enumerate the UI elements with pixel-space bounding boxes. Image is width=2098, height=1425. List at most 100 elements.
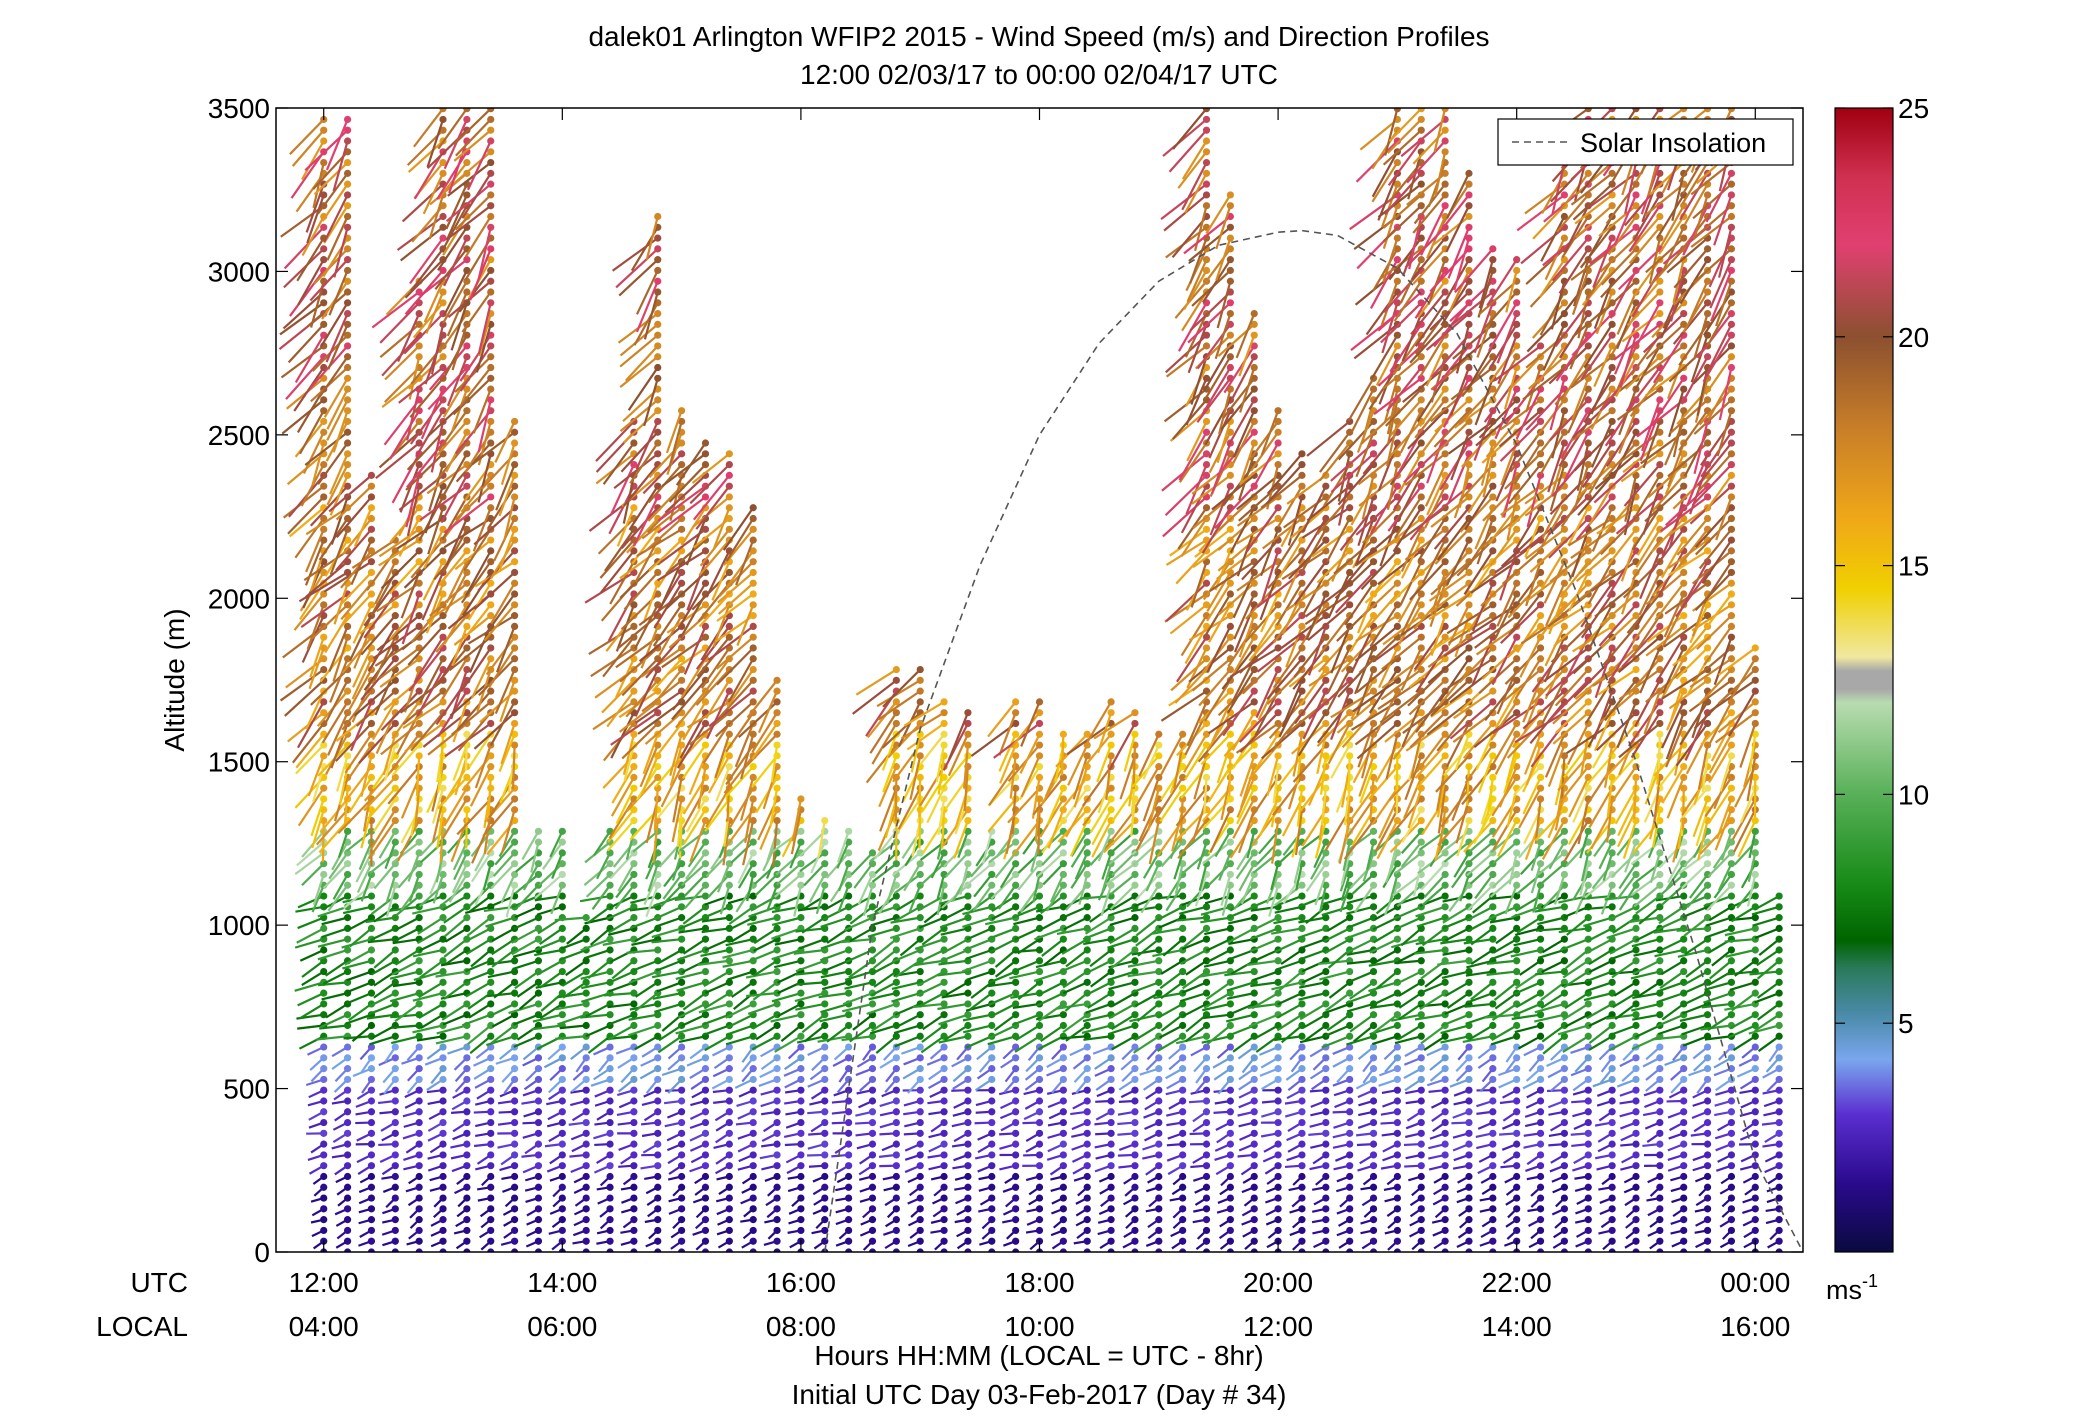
wind-barb-dot bbox=[916, 665, 924, 674]
wind-barb-dot bbox=[463, 1226, 471, 1235]
wind-barb-dot bbox=[1202, 903, 1211, 911]
wind-barb-dot bbox=[343, 1129, 352, 1137]
wind-barb-dot bbox=[964, 1011, 972, 1019]
wind-barb bbox=[351, 658, 373, 700]
wind-barb bbox=[1194, 874, 1208, 907]
wind-barb-dot bbox=[916, 1151, 924, 1159]
wind-barb bbox=[539, 1002, 563, 1020]
wind-barb-dot bbox=[1107, 967, 1115, 976]
wind-barb-dot bbox=[439, 892, 447, 900]
wind-barb-dot bbox=[821, 1226, 829, 1235]
wind-barb bbox=[849, 1024, 874, 1043]
wind-barb bbox=[451, 324, 468, 371]
wind-barb bbox=[403, 312, 444, 355]
wind-barb-dot bbox=[439, 1108, 447, 1116]
wind-barb-dot bbox=[821, 860, 829, 868]
wind-barb-dot bbox=[654, 353, 662, 361]
wind-barb-dot bbox=[892, 924, 900, 933]
wind-barb-dot bbox=[1155, 1065, 1163, 1073]
wind-barb-dot bbox=[439, 1183, 447, 1191]
wind-barb-dot bbox=[1202, 126, 1211, 134]
wind-barb bbox=[389, 992, 420, 1003]
wind-barb-dot bbox=[964, 1129, 972, 1137]
wind-barb-dot bbox=[988, 1140, 996, 1148]
wind-barb-dot bbox=[725, 1226, 733, 1235]
wind-barb bbox=[430, 421, 445, 473]
wind-barb-dot bbox=[725, 1237, 733, 1245]
wind-barb-dot bbox=[678, 1065, 686, 1073]
wind-barb-dot bbox=[343, 1162, 352, 1170]
wind-barb-dot bbox=[749, 1205, 757, 1213]
wind-barb-dot bbox=[439, 957, 447, 965]
wind-barb-dot bbox=[367, 514, 376, 523]
wind-barb bbox=[500, 442, 516, 486]
wind-barb bbox=[469, 766, 492, 807]
wind-barb-dot bbox=[773, 1151, 781, 1159]
wind-barb-dot bbox=[773, 1097, 781, 1105]
wind-barb-dot bbox=[487, 1000, 495, 1008]
wind-barb-dot bbox=[1083, 1054, 1091, 1062]
wind-barb bbox=[451, 626, 468, 667]
wind-barb-dot bbox=[678, 1226, 686, 1235]
wind-barb bbox=[453, 852, 468, 881]
wind-barb-dot bbox=[391, 1183, 399, 1191]
wind-barb bbox=[704, 798, 731, 832]
wind-barb-dot bbox=[582, 914, 590, 922]
wind-barb-dot bbox=[510, 1032, 519, 1040]
wind-barb bbox=[436, 809, 445, 849]
wind-barb-dot bbox=[773, 1118, 781, 1127]
wind-barb-dot bbox=[1035, 1172, 1044, 1181]
wind-barb bbox=[299, 410, 325, 455]
wind-barb-dot bbox=[654, 256, 662, 264]
wind-barb-dot bbox=[510, 1162, 519, 1170]
wind-barb-dot bbox=[510, 1086, 519, 1094]
wind-barb bbox=[466, 916, 492, 937]
wind-barb-dot bbox=[439, 320, 447, 328]
wind-barb-dot bbox=[439, 1086, 447, 1094]
wind-barb-dot bbox=[630, 1129, 638, 1137]
wind-barb bbox=[368, 819, 397, 860]
wind-barb-dot bbox=[749, 1237, 757, 1245]
wind-barb bbox=[445, 518, 468, 566]
wind-barb-dot bbox=[439, 989, 447, 997]
wind-barb bbox=[407, 140, 444, 173]
wind-barb bbox=[279, 668, 325, 702]
wind-barb-dot bbox=[463, 870, 471, 879]
wind-barb-dot bbox=[391, 1140, 399, 1148]
wind-barb-dot bbox=[1107, 709, 1115, 717]
wind-barb-dot bbox=[558, 967, 566, 976]
wind-barb-dot bbox=[320, 752, 328, 760]
wind-barb bbox=[327, 323, 349, 370]
wind-barb-dot bbox=[320, 795, 328, 803]
wind-barb-dot bbox=[606, 1097, 614, 1105]
wind-barb-dot bbox=[510, 709, 519, 717]
wind-barb bbox=[408, 874, 421, 903]
wind-barb-dot bbox=[1202, 989, 1211, 997]
wind-barb-dot bbox=[439, 1162, 447, 1170]
wind-barb-dot bbox=[1035, 1216, 1044, 1224]
wind-barb-dot bbox=[343, 180, 352, 188]
wind-barb-dot bbox=[749, 1151, 757, 1159]
wind-barb-dot bbox=[606, 860, 614, 868]
wind-barb-dot bbox=[343, 309, 352, 318]
wind-barb-dot bbox=[868, 849, 877, 857]
wind-barb-dot bbox=[320, 514, 328, 523]
wind-barb-dot bbox=[1155, 1086, 1163, 1094]
wind-barb-dot bbox=[510, 547, 519, 555]
wind-barb-dot bbox=[725, 1075, 733, 1084]
wind-barb-dot bbox=[320, 924, 328, 933]
wind-barb-dot bbox=[654, 234, 662, 242]
wind-barb-dot bbox=[439, 363, 447, 372]
wind-barb bbox=[918, 777, 922, 818]
wind-barb bbox=[333, 227, 349, 278]
wind-barb bbox=[300, 464, 325, 507]
wind-barb-dot bbox=[1155, 957, 1163, 965]
wind-barb-dot bbox=[630, 1011, 638, 1019]
wind-barb-dot bbox=[797, 1043, 805, 1051]
wind-barb bbox=[434, 420, 468, 458]
wind-barb bbox=[348, 1003, 373, 1022]
wind-barb bbox=[394, 927, 420, 942]
wind-barb-dot bbox=[1155, 1021, 1163, 1030]
wind-barb bbox=[296, 841, 325, 867]
wind-barb bbox=[579, 894, 611, 903]
